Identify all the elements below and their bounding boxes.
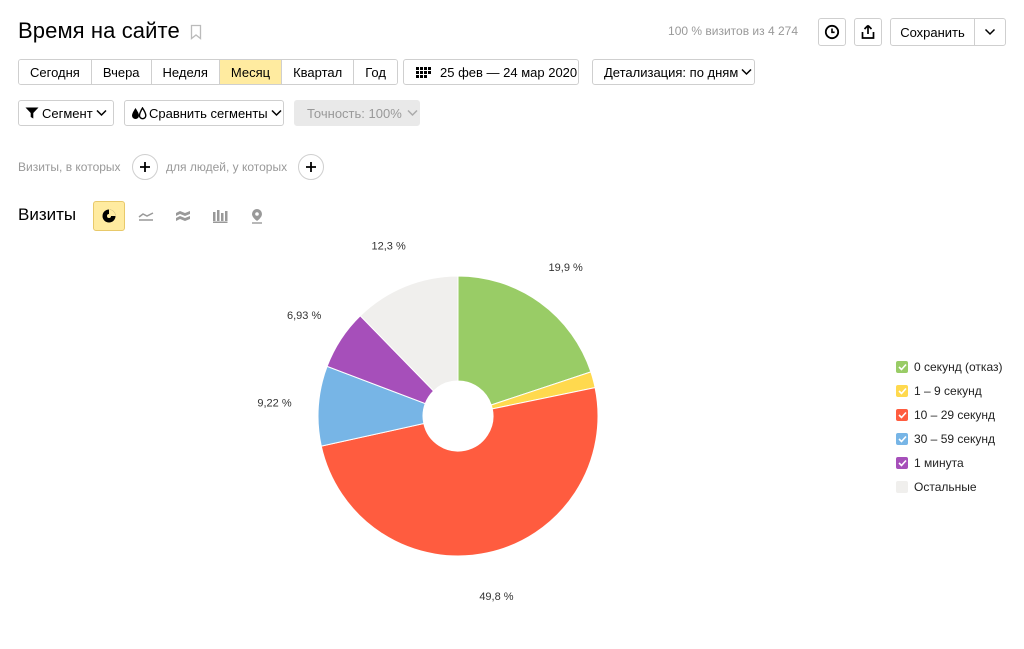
compare-segments-button[interactable]: Сравнить сегменты bbox=[124, 100, 284, 126]
accuracy-dropdown[interactable]: Точность: 100% bbox=[294, 100, 420, 126]
period-year[interactable]: Год bbox=[354, 60, 397, 84]
chart-metric-label: Визиты bbox=[18, 205, 77, 224]
checkbox-unchecked-icon[interactable] bbox=[896, 481, 908, 493]
save-button[interactable]: Сохранить bbox=[891, 19, 975, 45]
history-button[interactable] bbox=[818, 18, 846, 46]
chart-type-area-button[interactable] bbox=[167, 201, 199, 231]
checkbox-checked-icon[interactable] bbox=[896, 409, 908, 421]
date-range-label: 25 фев — 24 мар 2020 bbox=[440, 64, 578, 80]
checkbox-checked-icon[interactable] bbox=[896, 361, 908, 373]
period-week[interactable]: Неделя bbox=[151, 60, 220, 84]
checkbox-checked-icon[interactable] bbox=[896, 433, 908, 445]
legend-label: 1 – 9 секунд bbox=[914, 384, 982, 398]
legend-item[interactable]: 0 секунд (отказ) bbox=[896, 355, 1002, 379]
chevron-down-icon bbox=[741, 68, 752, 76]
chart-type-bar-button[interactable] bbox=[204, 201, 236, 231]
pie-slice-label: 19,9 % bbox=[549, 262, 583, 274]
detail-dropdown[interactable]: Детализация: по дням bbox=[592, 59, 755, 85]
visits-info: 100 % визитов из 4 274 bbox=[668, 24, 798, 38]
visits-filter-label: Визиты, в которых bbox=[18, 160, 121, 174]
chevron-down-icon bbox=[407, 109, 418, 117]
save-dropdown-button[interactable] bbox=[975, 19, 1005, 45]
chevron-down-icon bbox=[271, 109, 282, 117]
calendar-icon bbox=[416, 66, 431, 78]
legend-item[interactable]: 10 – 29 секунд bbox=[896, 403, 1002, 427]
segment-label: Сегмент bbox=[42, 105, 93, 121]
pie-slice[interactable] bbox=[320, 387, 599, 557]
pie-slice-label: 9,22 % bbox=[257, 398, 291, 410]
accuracy-label: Точность: 100% bbox=[307, 105, 402, 121]
filter-icon bbox=[25, 107, 39, 119]
legend-item[interactable]: 30 – 59 секунд bbox=[896, 427, 1002, 451]
legend-item[interactable]: 1 – 9 секунд bbox=[896, 379, 1002, 403]
legend-label: 0 секунд (отказ) bbox=[914, 360, 1003, 374]
export-button[interactable] bbox=[854, 18, 882, 46]
legend-label: 30 – 59 секунд bbox=[914, 432, 996, 446]
add-people-condition-button[interactable] bbox=[298, 154, 324, 180]
pie-slice[interactable] bbox=[359, 275, 459, 392]
legend-label: 1 минута bbox=[914, 456, 964, 470]
segment-button[interactable]: Сегмент bbox=[18, 100, 114, 126]
chart-type-pie-button[interactable] bbox=[93, 201, 125, 231]
line-chart-icon bbox=[138, 212, 154, 221]
chart-type-line-button[interactable] bbox=[130, 201, 162, 231]
add-visit-condition-button[interactable] bbox=[132, 154, 158, 180]
period-month[interactable]: Месяц bbox=[219, 60, 283, 84]
save-group: Сохранить bbox=[890, 18, 1006, 46]
legend-label: 10 – 29 секунд bbox=[914, 408, 996, 422]
pie-slice-label: 49,8 % bbox=[479, 591, 513, 603]
pie-slice-label: 6,93 % bbox=[287, 310, 321, 322]
chevron-down-icon bbox=[984, 28, 996, 36]
checkbox-checked-icon[interactable] bbox=[896, 385, 908, 397]
period-quarter[interactable]: Квартал bbox=[282, 60, 355, 84]
period-yesterday[interactable]: Вчера bbox=[91, 60, 152, 84]
detail-label: Детализация: по дням bbox=[604, 64, 739, 80]
legend-label: Остальные bbox=[914, 480, 977, 494]
bookmark-icon[interactable] bbox=[190, 24, 202, 40]
chevron-down-icon bbox=[96, 109, 107, 117]
upload-icon bbox=[861, 24, 875, 39]
bar-chart-icon bbox=[213, 210, 228, 223]
pie-chart-icon bbox=[102, 209, 116, 223]
legend-item[interactable]: 1 минута bbox=[896, 451, 1002, 475]
pie-slice[interactable] bbox=[457, 275, 592, 406]
area-chart-icon bbox=[176, 211, 190, 221]
drops-icon bbox=[132, 106, 147, 119]
people-filter-label: для людей, у которых bbox=[166, 160, 288, 174]
chart-type-map-button[interactable] bbox=[241, 201, 273, 231]
plus-icon bbox=[140, 162, 150, 172]
plus-icon bbox=[306, 162, 316, 172]
period-selector: Сегодня Вчера Неделя Месяц Квартал Год bbox=[18, 59, 398, 85]
map-pin-icon bbox=[252, 209, 262, 224]
date-range-button[interactable]: 25 фев — 24 мар 2020 bbox=[403, 59, 579, 85]
pie-slice-label: 12,3 % bbox=[372, 241, 406, 253]
page-title: Время на сайте bbox=[18, 18, 180, 43]
compare-segments-label: Сравнить сегменты bbox=[149, 105, 268, 121]
period-today[interactable]: Сегодня bbox=[19, 60, 92, 84]
checkbox-checked-icon[interactable] bbox=[896, 457, 908, 469]
legend-item[interactable]: Остальные bbox=[896, 475, 1002, 499]
chart-legend: 0 секунд (отказ) 1 – 9 секунд 10 – 29 секу… bbox=[896, 355, 1002, 499]
clock-icon bbox=[824, 24, 840, 40]
